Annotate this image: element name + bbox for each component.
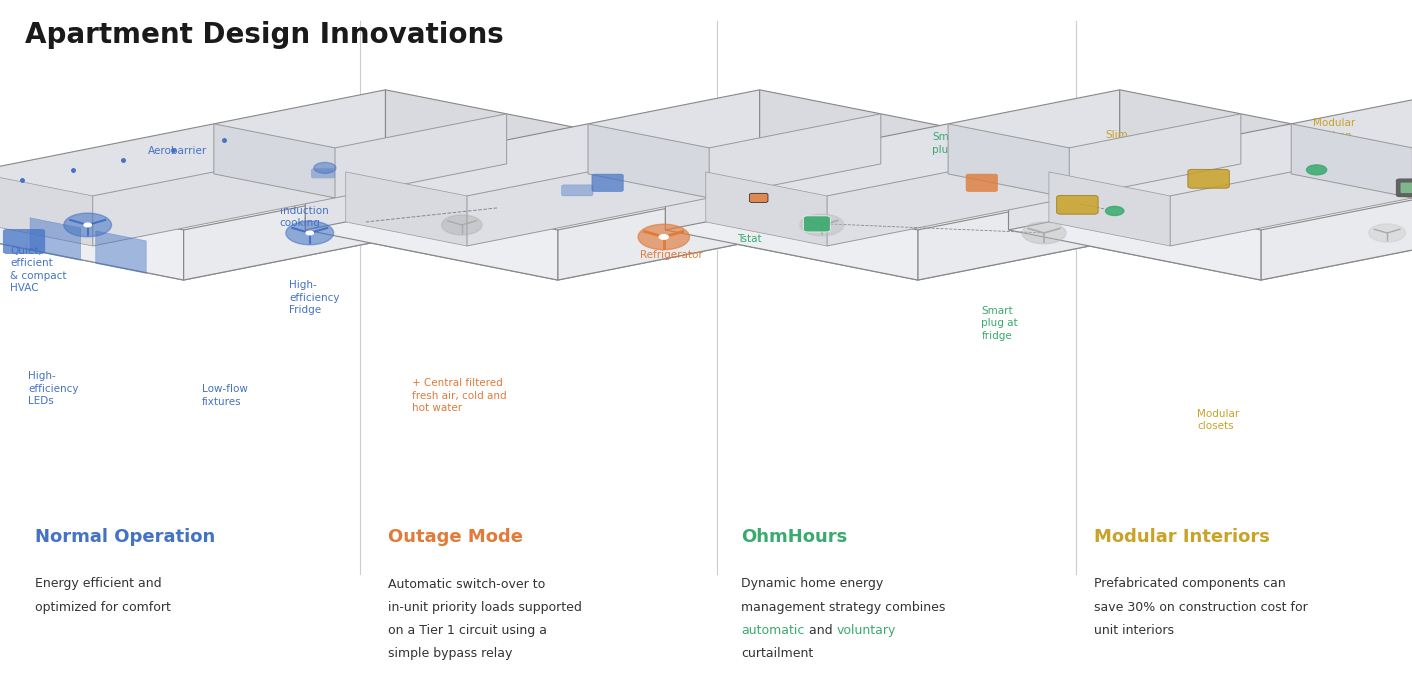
Polygon shape [96, 231, 147, 274]
Text: Dynamic home energy: Dynamic home energy [741, 578, 884, 591]
Text: Modular
closets: Modular closets [1197, 409, 1240, 431]
Polygon shape [305, 180, 558, 280]
Text: automatic: automatic [741, 624, 805, 637]
Text: management strategy combines: management strategy combines [741, 601, 946, 614]
Polygon shape [385, 90, 638, 190]
Text: Smart
Tstat: Smart Tstat [737, 221, 768, 244]
Circle shape [313, 162, 336, 174]
Polygon shape [665, 90, 1120, 230]
Text: Slim
vertical
PTHP: Slim vertical PTHP [1106, 130, 1145, 164]
FancyBboxPatch shape [1396, 178, 1412, 197]
Polygon shape [827, 114, 1241, 246]
Text: simple bypass relay: simple bypass relay [388, 647, 513, 660]
Polygon shape [467, 114, 881, 246]
Text: Automatic switch-over to: Automatic switch-over to [388, 578, 545, 591]
Polygon shape [918, 140, 1372, 280]
Text: unit interiors: unit interiors [1094, 624, 1175, 637]
Polygon shape [0, 180, 184, 280]
Text: Apartment Design Innovations: Apartment Design Innovations [25, 21, 504, 49]
Polygon shape [760, 90, 1012, 190]
Text: Ceiling fans: Ceiling fans [195, 176, 257, 186]
Polygon shape [346, 172, 467, 246]
Circle shape [306, 231, 313, 234]
Polygon shape [947, 124, 1069, 198]
Polygon shape [558, 140, 1012, 280]
Text: voluntary: voluntary [836, 624, 895, 637]
Polygon shape [1008, 180, 1261, 280]
Text: Smart
plug: Smart plug [932, 132, 963, 155]
Circle shape [83, 223, 92, 227]
Text: Aerobarrier: Aerobarrier [148, 146, 208, 155]
Circle shape [659, 234, 668, 239]
Polygon shape [305, 90, 760, 230]
Text: + Central filtered
fresh air, cold and
hot water: + Central filtered fresh air, cold and h… [412, 378, 507, 413]
Polygon shape [93, 114, 507, 246]
Text: and: and [805, 624, 836, 637]
Polygon shape [30, 218, 80, 260]
Polygon shape [587, 124, 709, 198]
Text: optimized for comfort: optimized for comfort [35, 601, 171, 614]
Text: OhmConnect
notifications: OhmConnect notifications [1005, 169, 1073, 192]
Text: High-
efficiency
LEDs: High- efficiency LEDs [28, 371, 79, 406]
Text: usb plug: usb plug [473, 193, 518, 202]
Text: OhmHours: OhmHours [741, 528, 847, 546]
FancyBboxPatch shape [311, 168, 335, 178]
Polygon shape [1008, 90, 1412, 230]
Text: Induction
cooking: Induction cooking [280, 206, 329, 228]
Polygon shape [213, 124, 335, 198]
Text: Low-flow
fixtures: Low-flow fixtures [202, 384, 247, 407]
Text: Modular
kitchen: Modular kitchen [1313, 118, 1356, 141]
FancyBboxPatch shape [3, 230, 45, 253]
FancyBboxPatch shape [966, 174, 997, 192]
Circle shape [1022, 222, 1066, 244]
Circle shape [442, 215, 481, 235]
Polygon shape [1261, 140, 1412, 280]
Circle shape [285, 221, 333, 245]
Polygon shape [1049, 172, 1171, 246]
Circle shape [1106, 206, 1124, 216]
Polygon shape [1008, 140, 1412, 280]
Text: Ceiling fan
and light: Ceiling fan and light [412, 136, 469, 158]
Text: Triple-pane
windows: Triple-pane windows [14, 209, 72, 232]
Circle shape [1306, 165, 1327, 175]
Text: Prefabricated components can: Prefabricated components can [1094, 578, 1286, 591]
Polygon shape [184, 140, 638, 280]
Polygon shape [0, 140, 638, 280]
Polygon shape [665, 140, 1372, 280]
Text: curtailment: curtailment [741, 647, 813, 660]
Polygon shape [1171, 114, 1412, 246]
Polygon shape [305, 140, 1012, 280]
Text: Refrigerator: Refrigerator [640, 251, 702, 260]
Circle shape [1368, 224, 1405, 242]
Text: Outage Mode: Outage Mode [388, 528, 524, 546]
Polygon shape [0, 90, 385, 230]
Text: Smart
plug at
fridge: Smart plug at fridge [981, 306, 1018, 341]
Circle shape [64, 213, 112, 237]
FancyBboxPatch shape [592, 174, 623, 192]
FancyBboxPatch shape [803, 216, 830, 232]
Text: save 30% on construction cost for: save 30% on construction cost for [1094, 601, 1308, 614]
FancyBboxPatch shape [1056, 195, 1099, 214]
Polygon shape [0, 172, 93, 246]
Circle shape [799, 214, 844, 236]
Text: Normal Operation: Normal Operation [35, 528, 216, 546]
FancyBboxPatch shape [1401, 183, 1412, 193]
Polygon shape [706, 172, 827, 246]
Polygon shape [1120, 90, 1372, 190]
Polygon shape [1291, 124, 1412, 198]
Text: Quiet,
efficient
& compact
HVAC: Quiet, efficient & compact HVAC [10, 246, 66, 293]
Polygon shape [665, 180, 918, 280]
Text: Modular Interiors: Modular Interiors [1094, 528, 1271, 546]
Text: Energy efficient and: Energy efficient and [35, 578, 162, 591]
Text: High-
efficiency
Fridge: High- efficiency Fridge [289, 280, 340, 315]
FancyBboxPatch shape [562, 185, 593, 196]
FancyBboxPatch shape [750, 193, 768, 202]
Text: in-unit priority loads supported: in-unit priority loads supported [388, 601, 582, 614]
Circle shape [638, 224, 689, 250]
FancyBboxPatch shape [1187, 169, 1230, 188]
Text: on a Tier 1 circuit using a: on a Tier 1 circuit using a [388, 624, 548, 637]
